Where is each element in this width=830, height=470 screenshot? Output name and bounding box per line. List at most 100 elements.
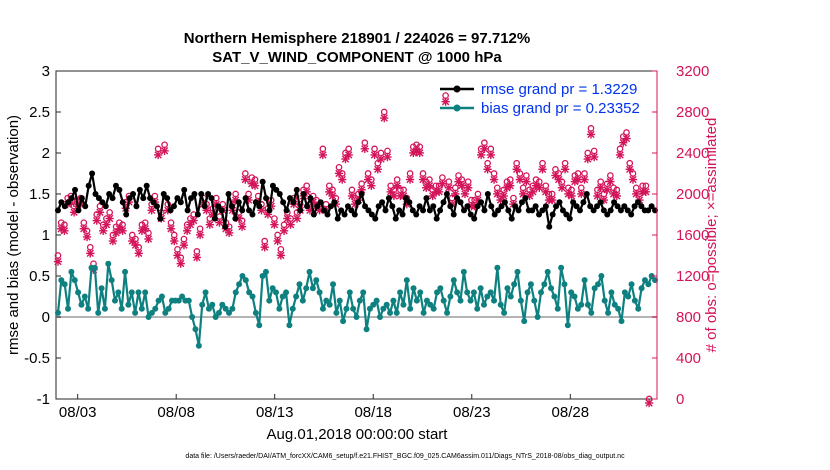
bias-point [306,268,313,275]
obs-assimilated-marker [457,181,466,190]
bias-point [551,293,558,300]
bias-point [158,293,165,300]
rmse-point [372,215,379,222]
obs-assimilated-marker [464,183,473,192]
bias-point [544,268,551,275]
obs-assimilated-marker [622,134,631,143]
bias-point [262,268,269,275]
bias-point [192,326,199,333]
bias-point [571,293,578,300]
bias-point [276,305,283,312]
rmse-point [338,207,345,214]
obs-assimilated-marker [548,195,557,205]
rmse-point [222,223,229,230]
rmse-point [314,203,321,210]
obs-assimilated-marker [425,181,434,190]
rmse-point [286,195,293,202]
obs-assimilated-marker [612,191,621,201]
rmse-point [75,207,82,214]
bias-point [222,305,229,312]
bias-point [199,301,206,308]
bias-point [541,281,548,288]
bias-point [561,281,568,288]
bias-point [356,297,363,304]
obs-assimilated-marker [586,130,596,139]
right-tick-label: 1200 [676,268,709,285]
rmse-point [194,211,201,218]
bias-point [447,293,454,300]
bias-point [434,289,441,296]
right-tick-label: 1600 [676,227,709,244]
rmse-point [433,215,440,222]
rmse-point [92,191,99,197]
bias-point [343,305,350,312]
obs-assimilated-marker [195,230,205,240]
obs-assimilated-marker [441,97,450,106]
obs-assimilated-marker [60,226,69,235]
bias-point [279,293,286,300]
rmse-point [645,207,652,214]
bias-point [514,268,521,275]
bias-point [98,285,105,292]
obs-assimilated-marker [338,175,347,184]
obs-assimilated-marker [554,175,563,184]
obs-assimilated-marker [79,224,88,233]
rmse-point [61,203,68,210]
bias-point [105,260,112,267]
rmse-point [273,186,280,193]
rmse-point [327,203,334,210]
rmse-point [225,191,232,197]
rmse-point [239,207,246,214]
rmse-point [437,207,444,214]
bias-point [175,297,182,304]
bias-point [256,322,263,329]
bias-point [259,273,266,279]
obs-assimilated-marker [380,113,389,123]
bias-point [484,293,491,300]
obs-assimilated-marker [628,175,638,184]
obs-assimilated-marker [202,206,211,215]
obs-assimilated-marker [551,171,560,180]
rmse-point [392,215,399,222]
rmse-point [307,195,314,202]
rmse-point [201,203,208,210]
bias-point [507,293,514,300]
left-tick-label: 1.5 [29,186,50,203]
obs-assimilated-marker [134,249,143,258]
obs-assimilated-marker [580,175,589,184]
bias-point [427,301,434,308]
obs-assimilated-marker [231,195,240,205]
rmse-point [99,199,106,206]
bias-point [437,285,444,292]
obs-assimilated-marker [444,183,453,192]
bias-point [219,301,226,308]
bias-point [266,297,273,304]
bias-point [393,309,400,316]
obs-assimilated-marker [334,169,344,178]
bias-point [232,289,239,296]
bias-point [115,289,122,296]
bias-point [400,301,407,308]
obs-assimilated-marker [560,165,570,174]
rmse-point [331,199,338,206]
bias-point [71,277,78,284]
obs-assimilated-marker [344,150,353,160]
bias-point [179,293,186,300]
obs-assimilated-marker [567,191,576,201]
obs-assimilated-marker [480,144,489,153]
rmse-point [263,195,270,202]
rmse-point [508,215,515,222]
bias-point [189,314,196,320]
bias-point [283,289,290,296]
bias-point [527,281,534,288]
rmse-point [399,211,406,218]
legend-bias-marker [453,104,461,112]
bias-point [373,297,380,304]
obs-assimilated-marker [286,220,295,229]
rmse-point [600,207,607,214]
bias-point [353,314,360,320]
bias-point [148,309,155,316]
rmse-point [147,195,154,202]
bias-point [477,285,484,292]
